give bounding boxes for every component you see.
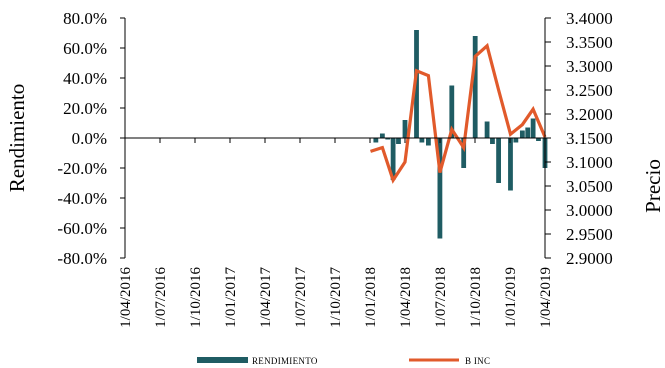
bar-19 [484,121,490,138]
right-tick-label: 3.1000 [566,153,613,172]
x-tick-label: 1/01/2019 [503,267,519,328]
bar-series-rendimiento [373,30,548,239]
bar-4 [396,138,401,144]
left-tick-label: 80.0% [63,9,107,28]
x-tick-label: 1/10/2016 [188,267,204,328]
line-binc [370,42,547,184]
x-tick-label: 1/04/2017 [258,267,274,328]
line-series-binc-layer [370,42,547,184]
left-tick-label: 20.0% [63,99,107,118]
left-tick-labels: 80.0% 60.0% 40.0% 20.0% 0.0% -20.0% -40.0% -60.… [57,9,107,268]
x-tick-label: 1/01/2018 [363,267,379,328]
bar-27 [530,118,536,138]
right-tick-label: 3.4000 [566,9,613,28]
x-tick-label: 1/04/2016 [118,267,134,328]
bar-21 [496,138,501,183]
legend-label-binc: B INC [465,356,490,366]
bar-17 [472,36,478,138]
bar-28 [536,138,541,141]
x-tick-label: 1/04/2018 [398,267,414,328]
bar-8 [419,138,425,143]
x-tick-label: 1/07/2017 [293,267,309,328]
right-tick-label: 3.3500 [566,33,613,52]
x-tick-label: 1/10/2017 [328,267,344,328]
right-tick-label: 3.2500 [566,81,613,100]
right-axis-title: Precio [641,159,665,213]
bar-24 [513,138,519,143]
right-tick-labels: 3.4000 3.3500 3.3000 3.2500 3.2000 3.1500 3.10… [566,9,613,268]
bar-13 [449,85,455,138]
bar-11 [437,138,443,239]
right-tick-label: 3.1500 [566,129,613,148]
right-tick-label: 3.2000 [566,105,613,124]
left-tick-label: -20.0% [57,159,107,178]
bar-23 [508,138,513,191]
legend-swatch-rendimiento [197,357,248,363]
left-tick-label: -80.0% [57,249,107,268]
x-tick-label: 1/07/2016 [153,267,169,328]
bar-2 [385,138,391,140]
right-tick-label: 2.9000 [566,249,613,268]
right-tick-label: 3.3000 [566,57,613,76]
x-tick-label: 1/10/2018 [468,267,484,328]
axes [120,17,551,259]
right-tick-label: 2.9500 [566,225,613,244]
right-tick-label: 3.0000 [566,201,613,220]
legend: RENDIMIENTO B INC [197,356,490,366]
left-tick-label: -60.0% [57,219,107,238]
bar-1 [379,133,385,138]
left-tick-label: 0.0% [72,129,107,148]
right-tick-label: 3.0500 [566,177,613,196]
bar-9 [425,138,431,146]
left-tick-label: 60.0% [63,39,107,58]
bar-26 [525,127,531,138]
left-tick-label: -40.0% [57,189,107,208]
bar-15 [461,138,467,168]
bar-20 [490,138,495,144]
bar-7 [414,30,419,138]
x-tick-label: 1/01/2017 [223,267,239,328]
x-tick-labels: 1/04/2016 1/07/2016 1/10/2016 1/01/2017 1/04… [118,267,554,328]
left-tick-label: 40.0% [63,69,107,88]
bar-0 [373,138,379,143]
x-tick-label: 1/04/2019 [538,267,554,328]
bar-3 [390,138,396,180]
legend-label-rendimiento: RENDIMIENTO [252,356,318,366]
left-axis-title: Rendimiento [5,84,29,193]
bar-25 [519,130,525,138]
x-tick-label: 1/07/2018 [433,267,449,328]
bar-5 [402,120,408,138]
